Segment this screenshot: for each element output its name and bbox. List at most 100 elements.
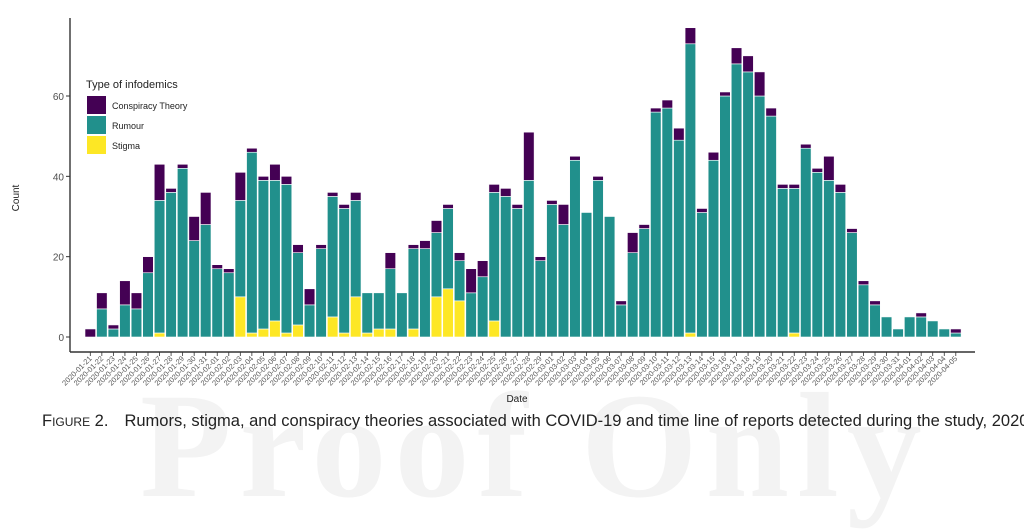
bar-segment-rumour [419,248,431,338]
bar-segment-rumour [165,192,177,338]
bar-segment-rumour [211,268,223,338]
bar-segment-stigma [442,288,454,338]
bar-segment-conspiracy-theory [857,280,870,286]
bar-segment-conspiracy-theory [742,55,754,73]
stacked-bar-chart: Type of infodemics Conspiracy Theory Rumo… [11,18,975,405]
bar-segment-rumour [153,200,166,334]
bar-segment-conspiracy-theory [165,188,177,193]
bar-segment-conspiracy-theory [327,192,339,197]
bar-segment-conspiracy-theory [246,147,258,153]
bar-segment-rumour [130,308,143,338]
bar-segment-conspiracy-theory [950,328,962,334]
bar-segment-rumour [534,260,546,338]
bar-segment-conspiracy-theory [188,216,200,241]
bar-segment-conspiracy-theory [523,131,535,181]
bar-segment-rumour [927,320,939,338]
bar-segment-conspiracy-theory [869,300,881,306]
bar-segment-conspiracy-theory [130,292,143,310]
bar-segment-conspiracy-theory [419,240,431,249]
bar-segment-conspiracy-theory [96,292,108,310]
bar-segment-conspiracy-theory [500,188,512,197]
bar-segment-rumour [742,71,754,338]
bar-segment-conspiracy-theory [338,204,350,209]
bar-segment-conspiracy-theory [788,184,800,189]
bar-segment-conspiracy-theory [234,172,246,201]
bar-segment-conspiracy-theory [350,192,362,201]
x-axis: 2020-01-212020-01-222020-01-232020-01-24… [60,351,975,388]
bar-segment-conspiracy-theory [834,184,846,193]
bar-segment-conspiracy-theory [119,280,131,306]
legend-label: Stigma [112,141,140,151]
bar-segment-stigma [453,300,466,338]
bar-segment-rumour [638,228,650,338]
y-axis: 0 20 40 60 [53,18,71,352]
bar-segment-rumour [246,151,258,334]
bar-segment-rumour [200,224,212,338]
bar-segment-conspiracy-theory [407,244,420,249]
bar-segment-stigma [280,332,293,338]
bar-segment-stigma [407,328,420,338]
bar-segment-conspiracy-theory [569,155,581,161]
bar-segment-conspiracy-theory [811,168,823,173]
legend-label: Rumour [112,121,144,131]
y-axis-title: Count [11,184,22,211]
bar-segment-rumour [234,200,246,298]
bar-segment-rumour [707,159,720,338]
bar-segment-rumour [904,316,916,338]
bar-segment-rumour [823,180,835,338]
bar-segment-conspiracy-theory [673,127,685,141]
bar-segment-rumour [915,316,927,338]
bars [84,27,962,338]
bar-segment-rumour [257,180,270,330]
bar-segment-conspiracy-theory [546,200,558,205]
bar-segment-conspiracy-theory [292,244,304,253]
bar-segment-rumour [869,304,881,338]
bar-segment-rumour [523,180,535,338]
bar-segment-conspiracy-theory [153,163,166,201]
bar-segment-rumour [407,248,420,330]
bar-segment-conspiracy-theory [696,208,708,213]
bar-segment-stigma [234,296,246,338]
bar-segment-rumour [442,208,454,290]
bar-segment-rumour [142,272,154,338]
bar-segment-conspiracy-theory [280,176,293,185]
bar-segment-conspiracy-theory [592,176,604,181]
bar-segment-rumour [350,200,362,298]
bar-segment-rumour [673,139,685,338]
bar-segment-conspiracy-theory [777,184,789,189]
bar-segment-rumour [315,248,327,338]
bar-segment-rumour [177,168,189,338]
bar-segment-conspiracy-theory [430,220,443,233]
bar-segment-stigma [788,332,800,338]
bar-segment-rumour [592,180,604,338]
bar-segment-conspiracy-theory [915,312,927,318]
bar-segment-rumour [730,63,743,338]
bar-segment-rumour [223,272,235,338]
bar-segment-rumour [880,316,893,338]
bar-segment-rumour [650,111,662,338]
bar-segment-conspiracy-theory [511,204,523,209]
bar-segment-rumour [546,204,558,338]
bar-segment-rumour [627,252,639,338]
y-tick-label: 20 [53,253,65,264]
bar-segment-rumour [811,172,823,338]
bar-segment-conspiracy-theory [707,151,720,161]
bar-segment-conspiracy-theory [754,71,766,97]
bar-segment-conspiracy-theory [223,268,235,274]
bar-segment-rumour [950,332,962,338]
bar-segment-conspiracy-theory [638,224,650,229]
bar-segment-conspiracy-theory [315,244,327,249]
bar-segment-rumour [396,292,408,338]
y-tick-label: 40 [53,172,65,183]
bar-segment-conspiracy-theory [627,232,639,253]
legend-swatch-rumour [87,116,106,134]
bar-segment-rumour [269,180,281,322]
bar-segment-conspiracy-theory [534,256,546,261]
bar-segment-conspiracy-theory [453,252,466,261]
bar-segment-stigma [327,316,339,338]
bar-segment-rumour [615,304,627,338]
legend-swatch-stigma [87,136,106,154]
bar-segment-stigma [384,328,396,338]
bar-segment-rumour [765,115,777,338]
bar-segment-rumour [857,284,870,338]
